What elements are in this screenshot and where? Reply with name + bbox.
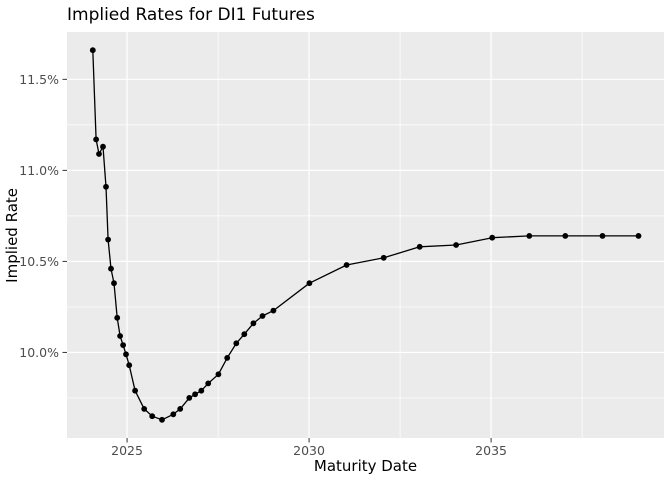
data-point [132, 387, 139, 394]
y-tick-label: 10.5% [19, 254, 59, 269]
x-axis-title: Maturity Date [313, 457, 418, 475]
data-point [186, 395, 193, 401]
data-point [599, 233, 606, 239]
x-tick-label: 2025 [111, 443, 143, 458]
data-point [117, 333, 123, 339]
y-axis-title-wrap: Implied Rate [3, 32, 21, 438]
data-point [141, 406, 148, 412]
data-point [89, 47, 96, 54]
x-tick-label: 2030 [293, 443, 325, 458]
data-point [453, 242, 459, 248]
data-point [526, 233, 533, 239]
data-point [103, 183, 109, 190]
data-point [192, 391, 199, 398]
data-point [120, 342, 126, 348]
data-point [489, 234, 496, 241]
data-point [100, 143, 106, 150]
panel-background [67, 32, 664, 438]
implied-rate-curve-line [92, 49, 640, 421]
data-point [96, 151, 102, 157]
data-point [126, 362, 133, 369]
x-tick-label: 2035 [475, 443, 507, 458]
chart-title: Implied Rates for DI1 Futures [67, 5, 315, 25]
data-point [114, 314, 121, 321]
data-point [233, 340, 240, 347]
data-point [215, 371, 222, 378]
data-point [205, 380, 212, 387]
data-point [259, 313, 266, 319]
data-point [380, 254, 387, 261]
y-tick-label: 11.5% [19, 72, 59, 87]
data-point [123, 351, 129, 358]
data-point [108, 265, 114, 272]
data-point [149, 413, 156, 420]
data-point [93, 136, 99, 143]
data-point [635, 233, 642, 239]
data-point [170, 411, 177, 418]
data-point [270, 307, 277, 314]
data-point [343, 262, 350, 268]
y-axis-title: Implied Rate [3, 187, 21, 283]
y-tick-label: 10.0% [19, 345, 59, 360]
data-point [177, 406, 184, 412]
y-tick-label: 11.0% [19, 163, 59, 178]
data-point [562, 233, 569, 239]
data-point [306, 280, 313, 287]
data-point [241, 331, 248, 338]
data-point [224, 355, 231, 361]
data-point [159, 416, 165, 423]
data-point [105, 236, 111, 243]
data-point [198, 387, 205, 394]
data-point [416, 243, 423, 250]
data-point [250, 320, 257, 327]
data-point [111, 280, 117, 287]
